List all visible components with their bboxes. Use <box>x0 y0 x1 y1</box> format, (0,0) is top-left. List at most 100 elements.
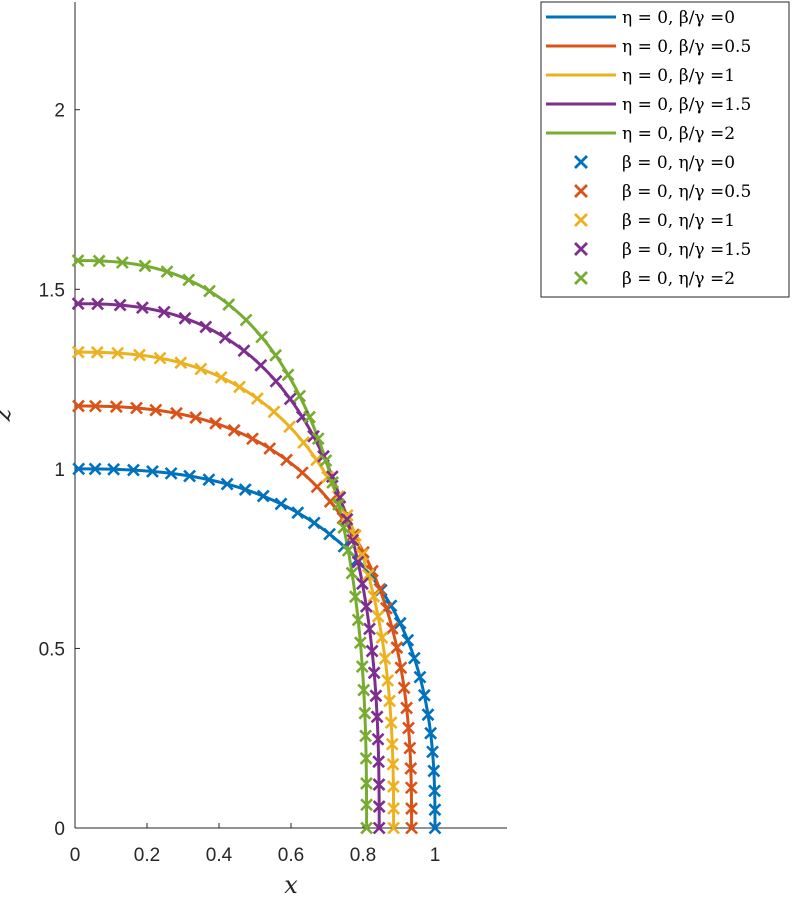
data-point-marker <box>255 330 269 344</box>
series-line <box>74 467 437 829</box>
legend-label: β = 0, η/γ =0 <box>622 153 735 173</box>
data-point-marker <box>160 265 174 279</box>
data-point-marker <box>370 710 384 724</box>
series-line <box>74 259 369 829</box>
x-tick-label: 0.6 <box>278 845 304 866</box>
y-tick-label: 1 <box>54 460 65 481</box>
data-point-marker <box>371 610 385 623</box>
data-point-marker <box>372 755 386 769</box>
data-point-marker <box>413 670 427 684</box>
data-point-marker <box>387 821 401 835</box>
data-point-marker <box>115 256 129 269</box>
legend-swatch <box>574 184 588 198</box>
data-point-marker <box>295 466 309 480</box>
data-point-marker <box>297 436 311 449</box>
y-ticks: 0 0.5 1 1.5 2 <box>39 101 80 840</box>
data-point-marker <box>385 737 399 751</box>
data-point-marker <box>428 803 442 817</box>
data-point-marker <box>293 389 307 403</box>
data-point-marker <box>372 800 386 813</box>
legend-label: η = 0, β/γ =2 <box>622 124 735 144</box>
data-point-marker <box>340 512 354 526</box>
data-point-marker <box>360 821 374 835</box>
data-point-marker <box>386 757 400 771</box>
data-point-marker <box>355 660 369 674</box>
legend-swatch <box>574 271 588 285</box>
data-point-marker <box>402 721 415 735</box>
data-point-marker <box>384 716 398 730</box>
data-point-marker <box>353 636 367 650</box>
data-point-marker <box>89 399 102 413</box>
data-point-marker <box>351 613 365 627</box>
legend-item: β = 0, η/γ =0 <box>574 153 735 173</box>
data-point-marker <box>72 462 86 476</box>
data-point-marker <box>280 453 293 467</box>
data-point-marker <box>381 674 395 687</box>
data-point-marker <box>291 506 305 520</box>
data-point-marker <box>130 401 143 415</box>
data-point-marker <box>274 497 288 511</box>
legend-label: η = 0, β/γ =0 <box>622 8 735 28</box>
data-point-marker <box>421 708 435 722</box>
data-point-marker <box>397 681 411 695</box>
legend-swatch <box>574 155 588 169</box>
data-point-marker <box>407 651 421 665</box>
y-tick-label: 1.5 <box>39 280 65 301</box>
data-point-marker <box>394 661 408 675</box>
data-point-marker <box>345 566 359 580</box>
legend-item: η = 0, β/γ =0.5 <box>546 37 751 57</box>
plot-axes <box>74 2 507 829</box>
x-axis-label: x <box>284 871 298 898</box>
data-point-marker <box>157 305 171 319</box>
series-line <box>74 350 396 829</box>
data-point-marker <box>386 780 400 793</box>
data-point-marker <box>250 392 264 406</box>
data-point-marker <box>303 410 316 424</box>
data-point-marker <box>387 802 400 815</box>
x-ticks: 0 0.2 0.4 0.6 0.8 1 <box>70 823 441 866</box>
x-tick-label: 1 <box>430 845 441 866</box>
data-point-marker <box>90 345 104 359</box>
data-point-marker <box>239 313 253 327</box>
data-point-marker <box>340 508 354 522</box>
data-point-marker <box>178 311 192 325</box>
legend-label: β = 0, η/γ =2 <box>622 269 735 289</box>
data-point-marker <box>358 706 372 720</box>
data-point-marker <box>337 521 351 534</box>
data-point-marker <box>238 483 252 496</box>
data-point-marker <box>183 469 197 483</box>
data-point-marker <box>189 411 203 424</box>
data-point-marker <box>359 751 373 765</box>
data-point-marker <box>359 599 373 613</box>
data-point-marker <box>348 590 362 604</box>
data-point-marker <box>401 633 415 647</box>
data-point-marker <box>237 344 251 358</box>
x-tick-label: 0.2 <box>134 845 160 866</box>
data-point-marker <box>390 641 404 655</box>
legend-item: η = 0, β/γ =1 <box>546 66 735 86</box>
data-point-marker <box>341 544 355 557</box>
legend-item: β = 0, η/γ =1.5 <box>574 240 751 260</box>
data-point-marker <box>227 423 241 437</box>
x-tick-label: 0 <box>70 845 81 866</box>
data-point-marker <box>113 298 127 312</box>
data-point-marker <box>405 821 419 835</box>
data-point-marker <box>269 348 283 362</box>
markers <box>71 254 442 835</box>
data-point-marker <box>360 798 373 812</box>
x-tick-label: 0.8 <box>350 845 376 866</box>
data-point-marker <box>246 432 259 446</box>
data-point-marker <box>267 405 281 419</box>
legend-label: β = 0, η/γ =0.5 <box>622 182 751 202</box>
data-point-marker <box>365 644 379 658</box>
data-point-marker <box>203 284 216 298</box>
data-point-marker <box>310 480 324 494</box>
data-point-marker <box>393 616 407 630</box>
legend-label: η = 0, β/γ =1 <box>622 66 735 86</box>
data-point-marker <box>311 432 325 446</box>
legend-label: η = 0, β/γ =0.5 <box>622 37 751 57</box>
data-point-marker <box>428 784 442 798</box>
data-point-marker <box>214 370 228 384</box>
data-point-marker <box>369 689 383 703</box>
